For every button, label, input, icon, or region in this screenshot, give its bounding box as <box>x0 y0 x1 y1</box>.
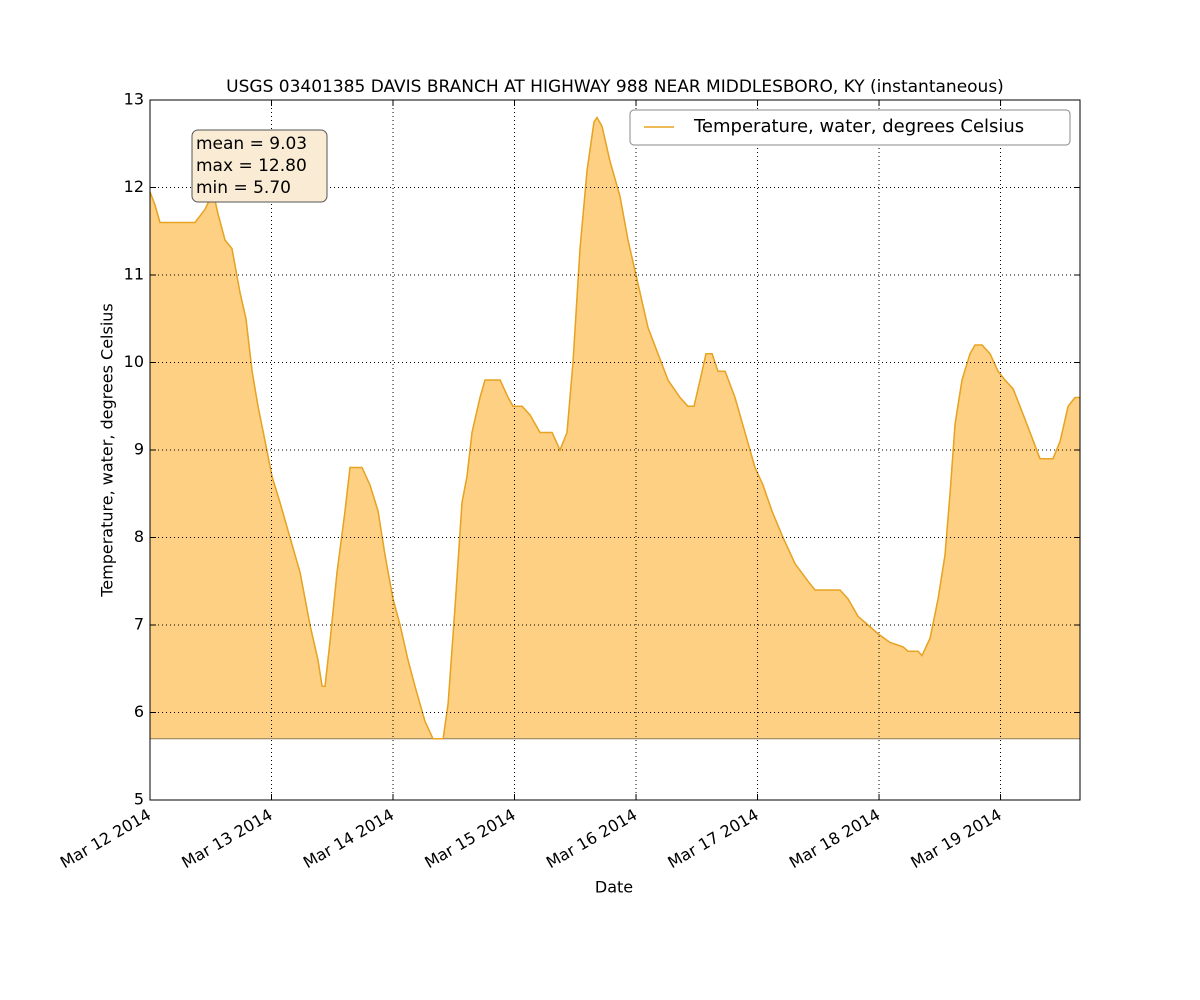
x-tick-label: Mar 14 2014 <box>300 805 397 872</box>
stats-text: mean = 9.03 <box>196 134 307 154</box>
x-axis-label: Date <box>595 878 633 897</box>
y-tick-label: 6 <box>134 702 144 721</box>
plot-frame <box>149 99 1081 801</box>
y-tick-label: 7 <box>134 615 144 634</box>
legend: Temperature, water, degrees Celsius <box>629 109 1071 146</box>
x-tick-label: Mar 15 2014 <box>421 805 518 872</box>
x-tick-label: Mar 16 2014 <box>543 805 640 872</box>
line <box>149 116 1080 740</box>
y-tick-label: 10 <box>124 352 144 371</box>
x-tick-label: Mar 17 2014 <box>664 805 761 872</box>
y-tick-label: 12 <box>124 177 144 196</box>
legend-label: Temperature, water, degrees Celsius <box>693 116 1024 137</box>
x-tick-label: Mar 18 2014 <box>786 805 883 872</box>
y-tick-label: 13 <box>124 90 144 109</box>
chart-title: USGS 03401385 DAVIS BRANCH AT HIGHWAY 98… <box>226 77 1004 97</box>
area-fill <box>149 116 1081 740</box>
y-tick-label: 11 <box>124 265 144 284</box>
stats-box <box>191 129 328 203</box>
stats-text: min = 5.70 <box>196 178 291 198</box>
y-tick-label: 9 <box>134 440 144 459</box>
x-tick-label: Mar 19 2014 <box>907 805 1004 872</box>
legend-box <box>629 109 1071 146</box>
stats-text: max = 12.80 <box>196 156 307 176</box>
y-tick-label: 5 <box>134 790 144 809</box>
y-axis-label: Temperature, water, degrees Celsius <box>98 303 117 598</box>
x-tick-label: Mar 12 2014 <box>57 805 154 872</box>
x-tick-label: Mar 13 2014 <box>178 805 275 872</box>
y-tick-label: 8 <box>134 527 144 546</box>
